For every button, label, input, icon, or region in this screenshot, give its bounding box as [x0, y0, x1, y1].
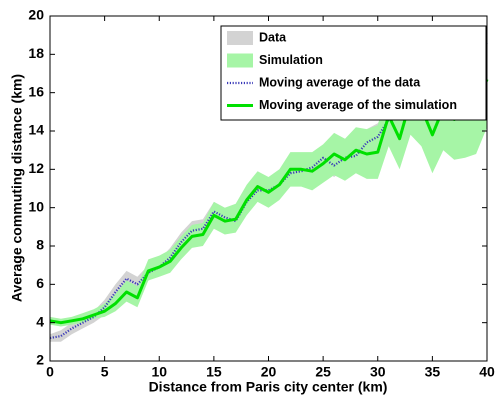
x-tick-label: 25 — [315, 364, 331, 380]
y-tick-label: 2 — [36, 352, 44, 368]
legend-label: Moving average of the data — [259, 75, 421, 89]
x-tick-label: 10 — [151, 364, 167, 380]
legend-box — [220, 25, 487, 121]
y-tick-label: 20 — [28, 7, 44, 23]
x-axis-label: Distance from Paris city center (km) — [149, 379, 388, 395]
legend-label: Simulation — [259, 53, 323, 67]
y-tick-label: 12 — [28, 160, 44, 176]
x-tick-label: 15 — [206, 364, 222, 380]
x-tick-label: 30 — [370, 364, 386, 380]
x-tick-label: 40 — [479, 364, 495, 380]
y-tick-label: 4 — [36, 313, 44, 329]
y-tick-label: 16 — [28, 83, 44, 99]
x-tick-label: 20 — [261, 364, 277, 380]
legend-label: Moving average of the simulation — [259, 98, 457, 112]
y-tick-label: 10 — [28, 198, 44, 214]
legend-swatch — [227, 53, 253, 68]
band — [50, 31, 487, 327]
x-tick-label: 5 — [101, 364, 109, 380]
legend-swatch — [227, 31, 253, 45]
legend: Data Simulation Moving average of the data… — [220, 25, 487, 121]
y-tick-label: 8 — [36, 237, 44, 253]
x-tick-label: 35 — [425, 364, 441, 380]
y-tick-label: 18 — [28, 45, 44, 61]
legend-label: Data — [259, 30, 287, 44]
x-tick-label: 0 — [46, 364, 54, 380]
y-axis-label: Average commuting distance (km) — [9, 74, 25, 302]
y-tick-label: 14 — [28, 122, 44, 138]
y-tick-label: 6 — [36, 275, 44, 291]
